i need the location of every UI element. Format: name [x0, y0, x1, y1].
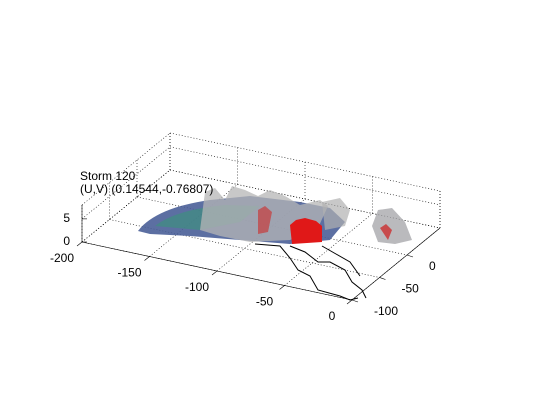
y-tick-label: -50: [402, 282, 420, 296]
grid-line: [149, 184, 238, 257]
tick-mark: [211, 270, 218, 276]
grid-line: [216, 198, 306, 272]
chart-subtitle: (U,V) (0.14544,-0.76807): [80, 182, 213, 196]
grid-line: [81, 146, 171, 220]
z-tick-label: 0: [63, 234, 70, 248]
grid-line: [169, 146, 441, 206]
coastline-path: [254, 243, 359, 301]
chart-title: Storm 120: [80, 169, 136, 183]
tick-mark: [379, 277, 386, 280]
axes: -200 -150 -100 -50 0 -100 -50 0 0 5: [50, 132, 441, 323]
x-tick-label: -200: [50, 251, 74, 265]
box-edge: [81, 132, 171, 206]
x-tick-label: -50: [256, 295, 274, 309]
storm-rain: [290, 218, 322, 244]
grid-line: [81, 169, 171, 243]
z-tick-label: 5: [63, 211, 70, 225]
grid-line: [284, 213, 373, 286]
x-tick-label: 0: [329, 309, 336, 323]
grid-line: [351, 227, 441, 301]
tick-mark: [406, 254, 414, 258]
tick-mark: [279, 285, 285, 290]
coastline-path: [321, 245, 361, 277]
x-tick-label: -150: [117, 266, 141, 280]
storm-rain: [258, 206, 272, 234]
grid-line: [81, 241, 353, 301]
tick-mark: [346, 299, 353, 305]
x-tick-label: -100: [185, 280, 209, 294]
y-tick-label: -100: [374, 304, 398, 318]
tick-mark: [76, 241, 83, 247]
tick-mark: [144, 256, 150, 261]
coastline-path: [289, 245, 367, 299]
volume-render: [138, 186, 412, 244]
grid-line: [109, 219, 380, 278]
storm-cloud: [372, 208, 412, 244]
storm-rain: [380, 224, 392, 240]
y-tick-label: 0: [429, 259, 436, 273]
tick-mark: [351, 299, 359, 303]
coastline: [254, 243, 367, 301]
storm-cloud: [322, 198, 350, 230]
grid-line: [169, 169, 441, 229]
